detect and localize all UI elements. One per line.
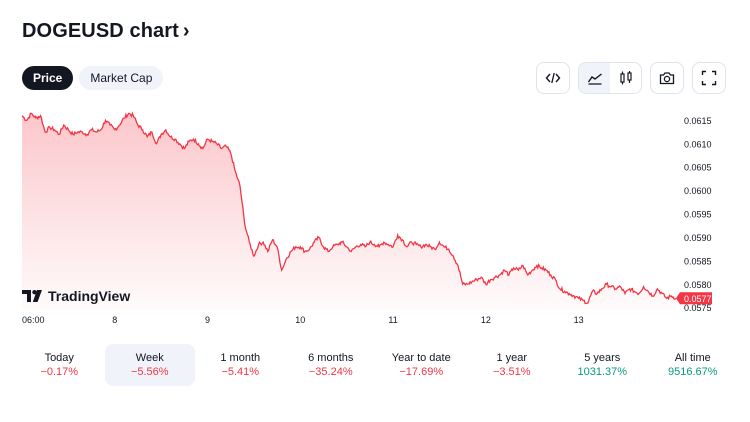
- price-area-fill: [22, 113, 676, 310]
- period-1-year[interactable]: 1 year −3.51%: [467, 344, 558, 386]
- period-label: 1 month: [220, 352, 261, 364]
- page-title[interactable]: DOGEUSD chart ›: [22, 20, 190, 43]
- y-tick-label: 0.0595: [684, 210, 712, 220]
- x-tick-label: 06:00: [22, 315, 45, 325]
- embed-button[interactable]: [536, 62, 570, 94]
- fullscreen-button[interactable]: [692, 62, 726, 94]
- candles-icon: [619, 71, 632, 85]
- period-change: 1031.37%: [577, 366, 628, 378]
- period-selector: Today −0.17% Week −5.56% 1 month −5.41% …: [14, 344, 738, 386]
- candles-chart-button[interactable]: [610, 63, 641, 93]
- chevron-right-icon: ›: [182, 20, 190, 42]
- period-label: 1 year: [496, 352, 528, 364]
- period-change: −0.17%: [40, 366, 79, 378]
- y-tick-label: 0.0580: [684, 280, 712, 290]
- tradingview-logo-icon: [22, 290, 42, 302]
- price-marketcap-toggle: Price Market Cap: [22, 66, 164, 90]
- area-chart-button[interactable]: [579, 63, 610, 93]
- last-price-marker: 0.0577: [676, 292, 712, 305]
- page-title-text: DOGEUSD chart: [22, 20, 179, 42]
- area-chart-icon: [587, 73, 602, 85]
- period-5-years[interactable]: 5 years 1031.37%: [557, 344, 648, 386]
- x-tick-label: 9: [205, 315, 210, 325]
- price-tab[interactable]: Price: [22, 66, 74, 90]
- period-label: Week: [135, 352, 164, 364]
- x-tick-label: 13: [574, 315, 584, 325]
- y-tick-label: 0.0600: [684, 186, 712, 196]
- y-tick-label: 0.0615: [684, 116, 712, 126]
- period-change: −3.51%: [492, 366, 531, 378]
- y-tick-label: 0.0575: [684, 303, 712, 313]
- period-year-to-date[interactable]: Year to date −17.69%: [376, 344, 467, 386]
- price-line: [21, 111, 677, 305]
- market-cap-tab[interactable]: Market Cap: [79, 66, 164, 90]
- period-change: −35.24%: [308, 366, 353, 378]
- period-week[interactable]: Week −5.56%: [104, 344, 195, 386]
- last-price-label: 0.0577: [684, 294, 712, 304]
- period-today[interactable]: Today −0.17%: [14, 344, 105, 386]
- period-6-months[interactable]: 6 months −35.24%: [286, 344, 377, 386]
- y-tick-label: 0.0590: [684, 233, 712, 243]
- period-label: 6 months: [308, 352, 354, 364]
- period-all-time[interactable]: All time 9516.67%: [648, 344, 739, 386]
- y-tick-label: 0.0585: [684, 256, 712, 266]
- y-tick-label: 0.0605: [684, 163, 712, 173]
- period-label: Year to date: [391, 352, 451, 364]
- period-change: −5.56%: [130, 366, 169, 378]
- chart-style-switcher: [578, 62, 642, 94]
- fullscreen-icon: [701, 70, 717, 86]
- period-label: 5 years: [584, 352, 621, 364]
- x-tick-label: 11: [388, 315, 397, 325]
- x-tick-label: 10: [295, 315, 305, 325]
- period-1-month[interactable]: 1 month −5.41%: [195, 344, 286, 386]
- tradingview-logo-text: TradingView: [48, 288, 131, 304]
- period-label: All time: [674, 352, 711, 364]
- period-change: −17.69%: [399, 366, 444, 378]
- snapshot-button[interactable]: [650, 62, 684, 94]
- code-icon: [545, 72, 561, 84]
- tradingview-logo[interactable]: TradingView: [22, 288, 130, 304]
- x-tick-label: 8: [112, 315, 117, 325]
- period-label: Today: [44, 352, 74, 364]
- period-change: 9516.67%: [667, 366, 718, 378]
- period-change: −5.41%: [221, 366, 260, 378]
- camera-icon: [659, 72, 675, 85]
- x-tick-label: 12: [481, 315, 491, 325]
- price-chart[interactable]: 0.0615 0.0610 0.0605 0.0600 0.0595 0.0590 0.05…: [0, 100, 750, 332]
- y-tick-label: 0.0610: [684, 139, 712, 149]
